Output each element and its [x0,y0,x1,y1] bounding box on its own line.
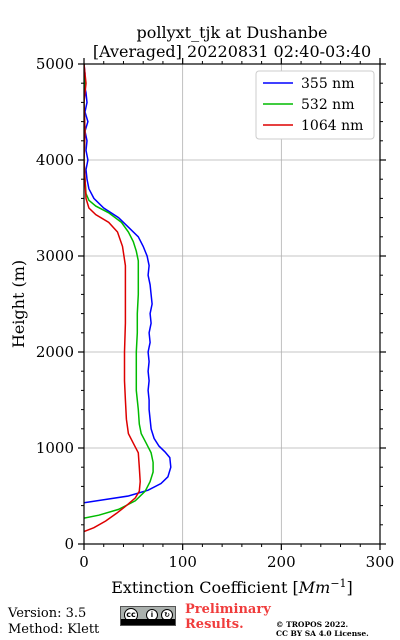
legend-label-1064-nm: 1064 nm [301,118,363,134]
y-tick-label: 5000 [36,55,74,73]
legend-label-532-nm: 532 nm [301,97,354,113]
x-tick-label: 200 [267,553,296,571]
method-text: Method: Klett [8,622,100,637]
version-text: Version: 3.5 [8,606,87,621]
series-layer [84,64,172,533]
chart-subtitle: [Averaged] 20220831 02:40-03:40 [93,42,371,61]
y-tick-label: 3000 [36,247,74,265]
cc-license-icon: cc i ↻ [120,606,176,626]
series-line-355-nm [84,64,172,504]
x-tick-label: 300 [366,553,395,571]
x-tick-label: 0 [79,553,89,571]
series-line-532-nm [84,64,154,519]
legend: 355 nm 532 nm 1064 nm [255,70,375,140]
y-tick-label: 1000 [36,439,74,457]
x-tick-label: 100 [168,553,197,571]
legend-label-355-nm: 355 nm [301,76,354,92]
preliminary-notice: Preliminary Results. [185,602,271,632]
series-line-1064-nm [84,64,141,533]
chart-title: pollyxt_tjk at Dushanbe [136,23,327,42]
y-tick-label: 0 [64,535,74,553]
copyright-notice: © TROPOS 2022. CC BY SA 4.0 License. [276,620,369,638]
y-tick-label: 4000 [36,151,74,169]
plot-frame [83,63,381,545]
y-axis-label: Height (m) [9,260,28,348]
legend-box [255,70,375,140]
x-axis-label: Extinction Coefficient [Mm−1] [111,577,353,597]
y-tick-label: 2000 [36,343,74,361]
footer-info: Version: 3.5 Method: Klett [8,606,99,638]
